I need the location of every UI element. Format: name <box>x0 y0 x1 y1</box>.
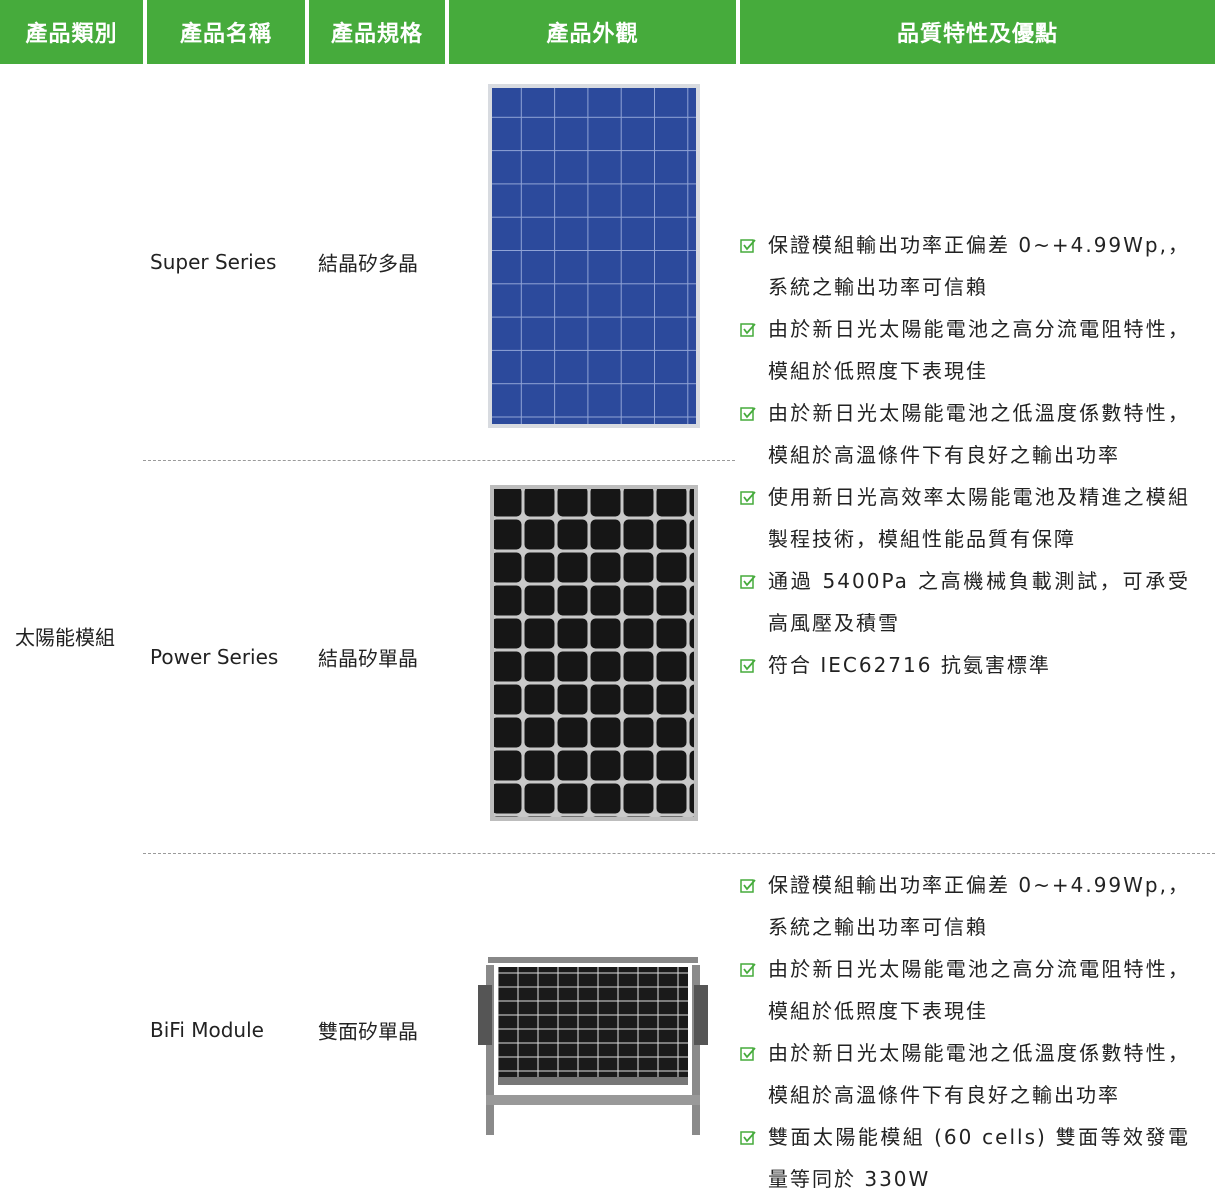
check-icon <box>740 575 756 589</box>
header-cell: 產品名稱 <box>147 0 305 64</box>
feature-text: 使用新日光高效率太陽能電池及精進之模組製程技術，模組性能品質有保障 <box>768 485 1190 551</box>
feature-item: 通過 5400Pa 之高機械負載測試，可承受高風壓及積雪 <box>740 560 1190 644</box>
feature-text: 由於新日光太陽能電池之低溫度係數特性，模組於高溫條件下有良好之輸出功率 <box>768 1041 1190 1107</box>
product-name: Power Series <box>150 645 279 669</box>
feature-item: 使用新日光高效率太陽能電池及精進之模組製程技術，模組性能品質有保障 <box>740 476 1190 560</box>
feature-text: 由於新日光太陽能電池之高分流電阻特性，模組於低照度下表現佳 <box>768 957 1190 1023</box>
feature-item: 保證模組輸出功率正偏差 0~+4.99Wp,，系統之輸出功率可信賴 <box>740 864 1190 948</box>
feature-list: 保證模組輸出功率正偏差 0~+4.99Wp,，系統之輸出功率可信賴 由於新日光太陽… <box>740 864 1190 1200</box>
check-icon <box>740 491 756 505</box>
check-icon <box>740 1047 756 1061</box>
feature-item: 雙面太陽能模組 (60 cells) 雙面等效發電量等同於 330W <box>740 1116 1190 1200</box>
header-cell: 品質特性及優點 <box>740 0 1215 64</box>
product-spec: 結晶矽單晶 <box>318 646 418 671</box>
check-icon <box>740 879 756 893</box>
check-icon <box>740 963 756 977</box>
product-name: Super Series <box>150 250 277 274</box>
feature-item: 由於新日光太陽能電池之高分流電阻特性，模組於低照度下表現佳 <box>740 948 1190 1032</box>
feature-item: 保證模組輸出功率正偏差 0~+4.99Wp,，系統之輸出功率可信賴 <box>740 224 1190 308</box>
feature-item: 由於新日光太陽能電池之低溫度係數特性，模組於高溫條件下有良好之輸出功率 <box>740 1032 1190 1116</box>
feature-list: 保證模組輸出功率正偏差 0~+4.99Wp,，系統之輸出功率可信賴 由於新日光太陽… <box>740 224 1190 686</box>
feature-item: 符合 IEC62716 抗氨害標準 <box>740 644 1190 686</box>
feature-text: 由於新日光太陽能電池之低溫度係數特性，模組於高溫條件下有良好之輸出功率 <box>768 401 1190 467</box>
feature-text: 保證模組輸出功率正偏差 0~+4.99Wp,，系統之輸出功率可信賴 <box>768 873 1190 939</box>
header-cell: 產品外觀 <box>449 0 736 64</box>
feature-item: 由於新日光太陽能電池之低溫度係數特性，模組於高溫條件下有良好之輸出功率 <box>740 392 1190 476</box>
category: 太陽能模組 <box>15 625 115 650</box>
feature-item: 由於新日光太陽能電池之高分流電阻特性，模組於低照度下表現佳 <box>740 308 1190 392</box>
product-image <box>478 957 708 1135</box>
feature-text: 由於新日光太陽能電池之高分流電阻特性，模組於低照度下表現佳 <box>768 317 1190 383</box>
header-cell: 產品類別 <box>0 0 143 64</box>
check-icon <box>740 323 756 337</box>
feature-text: 保證模組輸出功率正偏差 0~+4.99Wp,，系統之輸出功率可信賴 <box>768 233 1190 299</box>
check-icon <box>740 239 756 253</box>
product-spec: 結晶矽多晶 <box>318 251 418 276</box>
feature-text: 通過 5400Pa 之高機械負載測試，可承受高風壓及積雪 <box>768 569 1190 635</box>
row-separator <box>143 853 1215 854</box>
feature-text: 雙面太陽能模組 (60 cells) 雙面等效發電量等同於 330W <box>768 1125 1190 1191</box>
product-spec: 雙面矽單晶 <box>318 1019 418 1044</box>
product-image <box>490 485 698 821</box>
row-separator <box>143 460 735 461</box>
product-image <box>488 84 700 428</box>
check-icon <box>740 659 756 673</box>
check-icon <box>740 1131 756 1145</box>
product-name: BiFi Module <box>150 1018 264 1042</box>
check-icon <box>740 407 756 421</box>
feature-text: 符合 IEC62716 抗氨害標準 <box>768 653 1051 677</box>
header-cell: 產品規格 <box>309 0 445 64</box>
